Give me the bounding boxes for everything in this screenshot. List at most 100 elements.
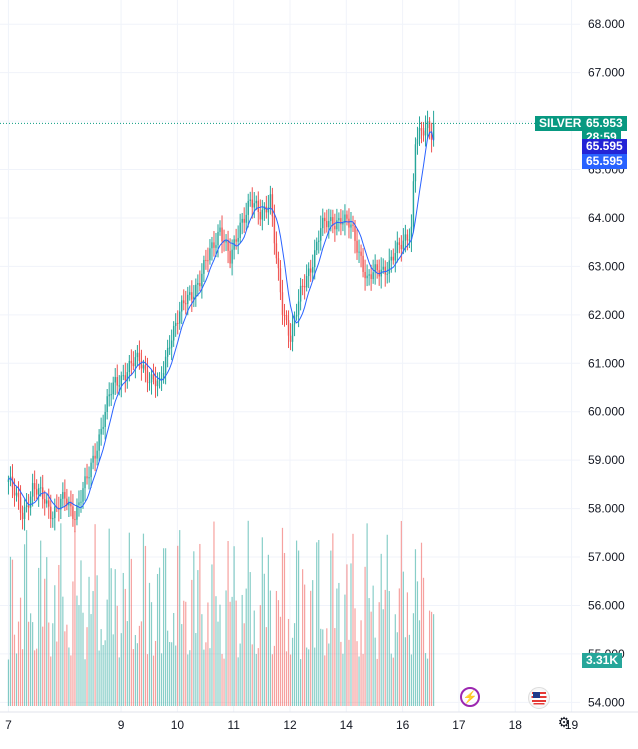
- volume-bar-114: [237, 657, 239, 706]
- volume-bar-159: [328, 643, 330, 706]
- candle-body-9: [25, 505, 28, 508]
- candle-body-16: [39, 487, 42, 489]
- volume-bar-137: [283, 552, 286, 706]
- candle-body-31: [70, 501, 72, 507]
- candle-body-132: [273, 216, 276, 244]
- candle-body-13: [33, 483, 36, 490]
- x-tick-label-3: 11: [227, 718, 240, 732]
- candle-body-211: [432, 123, 435, 140]
- candle-body-181: [372, 272, 374, 280]
- volume-bar-182: [374, 637, 376, 706]
- volume-bar-67: [142, 533, 145, 706]
- candle-body-68: [144, 365, 147, 371]
- volume-bar-97: [203, 649, 205, 706]
- volume-bar-175: [360, 620, 362, 706]
- candle-body-155: [320, 228, 322, 241]
- candle-body-83: [174, 322, 177, 326]
- volume-bar-36: [80, 560, 82, 706]
- volume-bar-50: [108, 528, 110, 706]
- volume-bar-93: [195, 633, 197, 706]
- volume-bar-188: [386, 534, 388, 706]
- candle-body-188: [386, 273, 388, 275]
- candle-body-197: [404, 234, 407, 241]
- candle-body-130: [269, 194, 272, 208]
- candle-body-177: [364, 271, 366, 279]
- candle-body-169: [348, 218, 350, 228]
- candle-body-135: [279, 268, 282, 293]
- volume-bar-87: [183, 600, 185, 706]
- volume-bar-15: [38, 567, 40, 706]
- candle-body-44: [96, 450, 98, 459]
- volume-bar-139: [287, 618, 290, 706]
- candle-body-153: [316, 241, 318, 251]
- volume-bar-154: [318, 539, 320, 706]
- candle-body-167: [344, 214, 346, 223]
- candle-body-7: [21, 512, 24, 520]
- candle-body-157: [324, 217, 326, 222]
- volume-bar-32: [72, 581, 74, 706]
- volume-bar-38: [84, 659, 86, 706]
- us-flag-icon[interactable]: [528, 687, 550, 709]
- volume-bar-133: [275, 590, 278, 706]
- volume-bar-152: [314, 647, 316, 706]
- volume-bar-206: [422, 577, 425, 706]
- candle-body-12: [31, 483, 34, 497]
- candle-body-183: [376, 264, 378, 271]
- volume-bar-150: [310, 590, 312, 706]
- volume-bar-160: [330, 550, 332, 706]
- y-tick-label-5: 63.000: [588, 259, 625, 273]
- volume-bar-110: [229, 601, 231, 706]
- volume-bar-56: [120, 633, 122, 706]
- volume-bar-202: [414, 549, 417, 706]
- x-tick-label-2: 10: [171, 718, 185, 732]
- volume-bar-111: [231, 596, 233, 706]
- candle-body-61: [130, 360, 133, 364]
- volume-bar-147: [304, 584, 306, 706]
- volume-bar-164: [338, 582, 340, 706]
- volume-bar-108: [225, 590, 227, 706]
- volume-bar-130: [269, 590, 271, 706]
- y-tick-label-1: 67.000: [588, 66, 625, 80]
- volume-bar-25: [58, 564, 60, 706]
- volume-bar-53: [114, 569, 116, 706]
- volume-bar-45: [98, 650, 100, 706]
- y-tick-label-9: 59.000: [588, 453, 625, 467]
- x-tick-label-0: 7: [5, 718, 12, 732]
- candle-body-58: [124, 375, 127, 381]
- candle-body-190: [390, 256, 392, 261]
- candle-body-26: [60, 498, 62, 510]
- volume-bar-209: [428, 610, 431, 706]
- volume-bar-92: [193, 551, 195, 706]
- volume-bar-211: [432, 614, 435, 706]
- settings-gear-icon[interactable]: ⚙: [557, 713, 571, 730]
- candle-body-86: [181, 300, 183, 312]
- candle-body-46: [100, 428, 102, 435]
- volume-bar-200: [410, 654, 413, 706]
- volume-bar-198: [406, 592, 408, 706]
- candle-body-37: [82, 488, 84, 502]
- volume-bar-77: [162, 548, 165, 706]
- candle-body-145: [299, 285, 302, 302]
- candle-body-85: [179, 311, 181, 324]
- volume-bar-101: [211, 564, 213, 706]
- candle-body-201: [412, 181, 415, 227]
- lightning-icon[interactable]: ⚡: [460, 687, 480, 707]
- candle-body-136: [281, 292, 284, 315]
- volume-bar-7: [21, 649, 24, 706]
- volume-bar-151: [312, 580, 314, 706]
- y-tick-label-14: 54.000: [588, 695, 625, 709]
- candle-body-89: [187, 294, 189, 304]
- candle-body-114: [237, 237, 239, 242]
- candle-body-21: [50, 506, 52, 519]
- candle-body-123: [255, 200, 257, 204]
- volume-bar-189: [388, 591, 390, 706]
- candle-body-175: [360, 251, 362, 256]
- candle-body-208: [426, 121, 429, 128]
- candle-body-48: [104, 411, 106, 427]
- candle-body-195: [400, 244, 403, 250]
- volume-bar-5: [17, 621, 20, 706]
- volume-bar-10: [27, 621, 30, 706]
- candle-body-5: [17, 492, 20, 498]
